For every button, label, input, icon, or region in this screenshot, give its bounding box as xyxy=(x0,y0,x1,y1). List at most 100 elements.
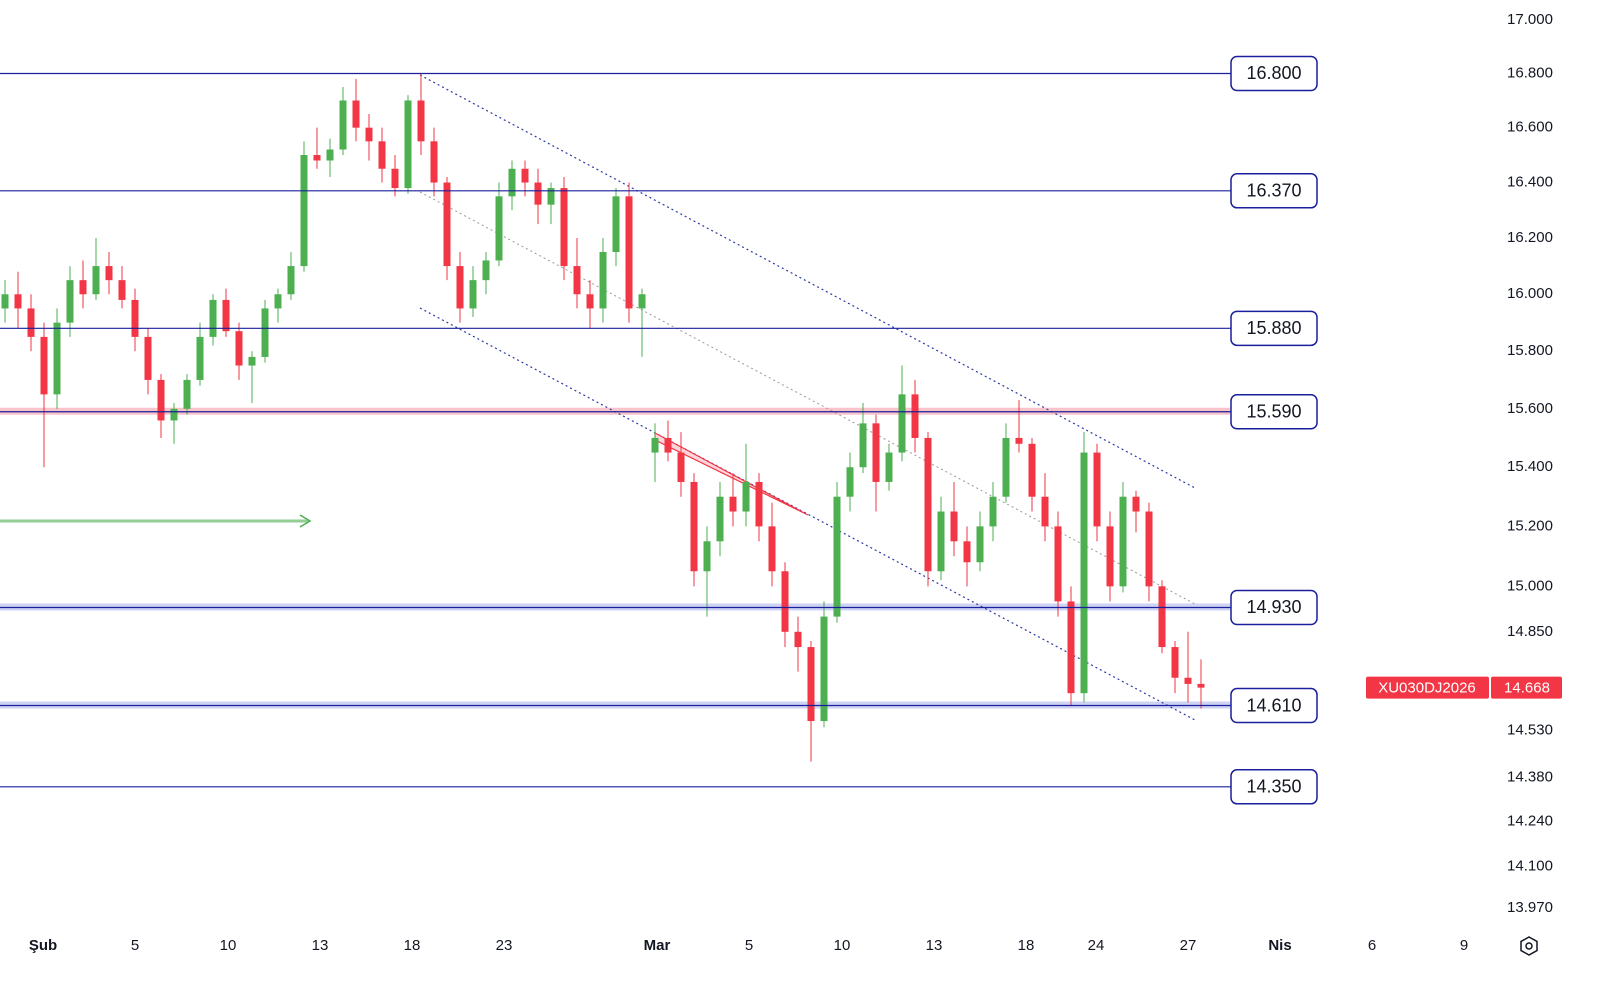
candle-body xyxy=(898,394,906,453)
candle-body xyxy=(1106,526,1114,587)
x-tick-label: 18 xyxy=(1018,937,1035,954)
candle-body xyxy=(495,196,503,261)
gear-hub[interactable] xyxy=(1525,942,1533,950)
candle-body xyxy=(872,423,880,482)
candle-body xyxy=(560,188,568,267)
price-tag xyxy=(1491,676,1562,699)
zones xyxy=(0,407,1230,709)
candle-body xyxy=(469,280,477,309)
x-tick-label: 24 xyxy=(1088,937,1105,954)
x-tick-label: 6 xyxy=(1368,937,1376,954)
level-label: 16.800 xyxy=(1246,63,1301,83)
y-tick-label: 15.200 xyxy=(1507,517,1553,534)
candle-body xyxy=(690,481,698,572)
level-label: 14.350 xyxy=(1246,777,1301,797)
candle-body xyxy=(482,260,490,281)
x-tick-label: Mar xyxy=(644,937,671,954)
candle-body xyxy=(261,308,269,357)
x-tick-label: Şub xyxy=(29,937,57,954)
candle-body xyxy=(794,631,802,648)
level-label: 14.610 xyxy=(1246,695,1301,715)
levels: 16.800 16.370 15.880 15.590 14.930 14.610 14.3… xyxy=(0,55,1318,805)
candle-body xyxy=(833,496,841,617)
candle-body xyxy=(846,467,854,497)
x-tick-label: 27 xyxy=(1180,937,1197,954)
y-tick-label: 16.800 xyxy=(1507,64,1553,81)
candle-body xyxy=(209,299,217,337)
y-tick-label: 14.530 xyxy=(1507,721,1553,738)
y-tick-label: 16.400 xyxy=(1507,173,1553,190)
candle-body xyxy=(144,336,152,380)
candle-body xyxy=(989,496,997,527)
y-tick-label: 17.000 xyxy=(1507,11,1553,28)
price-label: 14.668 xyxy=(1504,680,1550,697)
y-tick-label: 16.600 xyxy=(1507,119,1553,136)
x-tick-label: 10 xyxy=(834,937,851,954)
candle-body xyxy=(27,308,35,337)
y-tick-label: 14.380 xyxy=(1507,768,1553,785)
candle-body xyxy=(677,452,685,482)
candle-body xyxy=(196,336,204,380)
candle-body xyxy=(248,356,256,366)
candles xyxy=(1,73,1205,762)
candle-body xyxy=(1171,647,1179,678)
candle-body xyxy=(183,379,191,409)
candle-body xyxy=(547,188,555,205)
settings-icon[interactable] xyxy=(1520,936,1538,956)
y-tick-label: 15.000 xyxy=(1507,577,1553,594)
arrow-head xyxy=(299,514,312,528)
candle-body xyxy=(664,437,672,453)
candle-body xyxy=(1041,496,1049,527)
candle-body xyxy=(924,437,932,572)
candle-body xyxy=(638,294,646,309)
x-tick-label: Nis xyxy=(1268,937,1291,954)
y-tick-label: 15.600 xyxy=(1507,400,1553,417)
candle-body xyxy=(300,155,308,267)
channel-bottom xyxy=(419,307,1196,721)
candle-body xyxy=(703,541,711,572)
x-tick-label: 10 xyxy=(220,937,237,954)
candle-body xyxy=(1054,526,1062,602)
gear[interactable] xyxy=(1520,936,1538,956)
candle-body xyxy=(417,100,425,142)
x-tick-label: 5 xyxy=(745,937,753,954)
level-box xyxy=(1230,769,1318,805)
y-tick-label: 14.240 xyxy=(1507,813,1553,830)
channel-top xyxy=(419,74,1196,489)
level-box xyxy=(1230,589,1318,626)
candle-body xyxy=(950,511,958,542)
candle-body xyxy=(456,266,464,309)
candle-body xyxy=(92,266,100,295)
candle-body xyxy=(430,141,438,183)
candle-body xyxy=(235,331,243,366)
candle-body xyxy=(53,322,61,395)
candle-body xyxy=(326,149,334,161)
candle-body xyxy=(274,294,282,309)
candle-body xyxy=(573,266,581,295)
candle-body xyxy=(79,280,87,295)
candle-body xyxy=(1028,443,1036,497)
y-tick-label: 14.100 xyxy=(1507,857,1553,874)
candle-body xyxy=(40,336,48,395)
candle-body xyxy=(937,511,945,572)
candle-body xyxy=(222,299,230,332)
candle-body xyxy=(443,182,451,267)
level-label: 15.880 xyxy=(1246,318,1301,338)
level-box xyxy=(1230,393,1318,430)
candle-body xyxy=(820,616,828,722)
level-label: 15.590 xyxy=(1246,401,1301,421)
candle-body xyxy=(170,408,178,421)
x-tick-label: 5 xyxy=(131,937,139,954)
candle-body xyxy=(599,252,607,309)
candle-body xyxy=(404,100,412,189)
candle-body xyxy=(625,196,633,309)
candle-body xyxy=(378,141,386,169)
candle-body xyxy=(1132,496,1140,512)
candle-body xyxy=(1184,677,1192,684)
level-label: 16.370 xyxy=(1246,181,1301,201)
candle-body xyxy=(963,541,971,563)
candle-body xyxy=(1,294,9,309)
y-tick-label: 14.850 xyxy=(1507,623,1553,640)
candle-body xyxy=(1080,452,1088,694)
